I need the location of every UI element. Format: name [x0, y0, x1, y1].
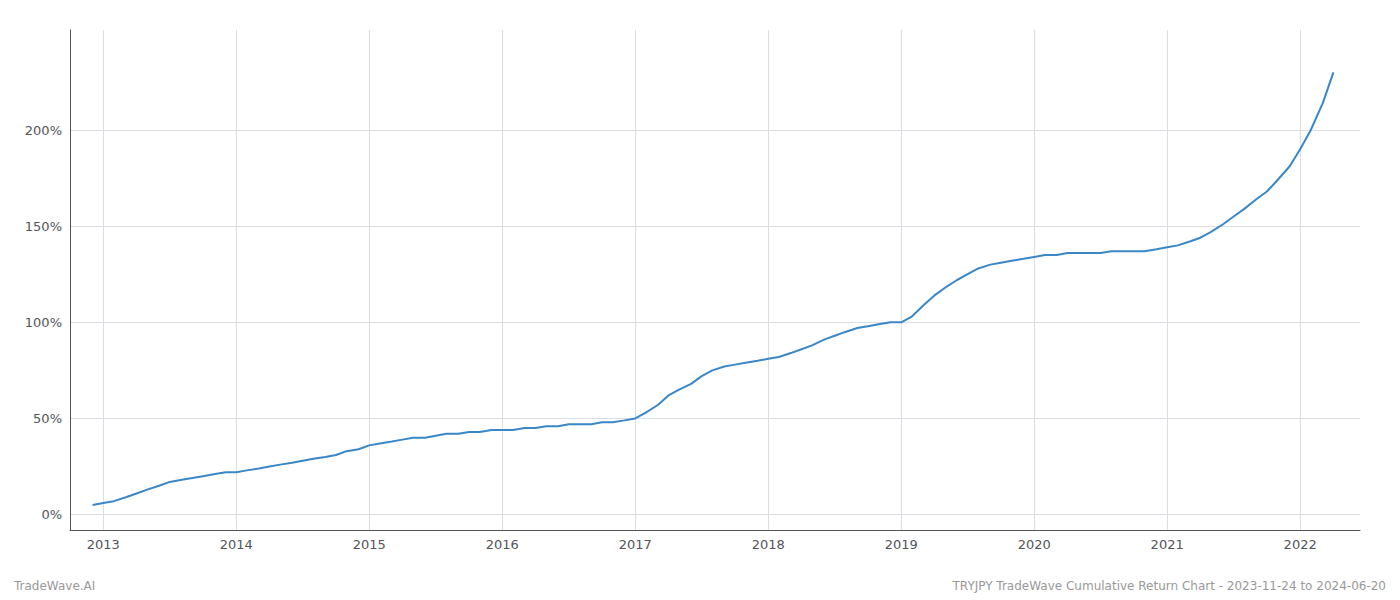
- svg-text:2019: 2019: [885, 537, 918, 552]
- svg-text:TRYJPY TradeWave Cumulative Re: TRYJPY TradeWave Cumulative Return Chart…: [951, 579, 1386, 593]
- svg-text:50%: 50%: [33, 411, 62, 426]
- svg-text:150%: 150%: [25, 219, 62, 234]
- svg-text:2016: 2016: [486, 537, 519, 552]
- svg-text:2018: 2018: [752, 537, 785, 552]
- svg-text:2021: 2021: [1151, 537, 1184, 552]
- svg-text:2022: 2022: [1284, 537, 1317, 552]
- svg-text:2017: 2017: [619, 537, 652, 552]
- svg-text:200%: 200%: [25, 123, 62, 138]
- svg-text:2013: 2013: [87, 537, 120, 552]
- svg-text:2014: 2014: [220, 537, 253, 552]
- svg-text:TradeWave.AI: TradeWave.AI: [13, 579, 95, 593]
- svg-text:100%: 100%: [25, 315, 62, 330]
- svg-text:2020: 2020: [1018, 537, 1051, 552]
- svg-text:0%: 0%: [41, 507, 62, 522]
- svg-text:2015: 2015: [353, 537, 386, 552]
